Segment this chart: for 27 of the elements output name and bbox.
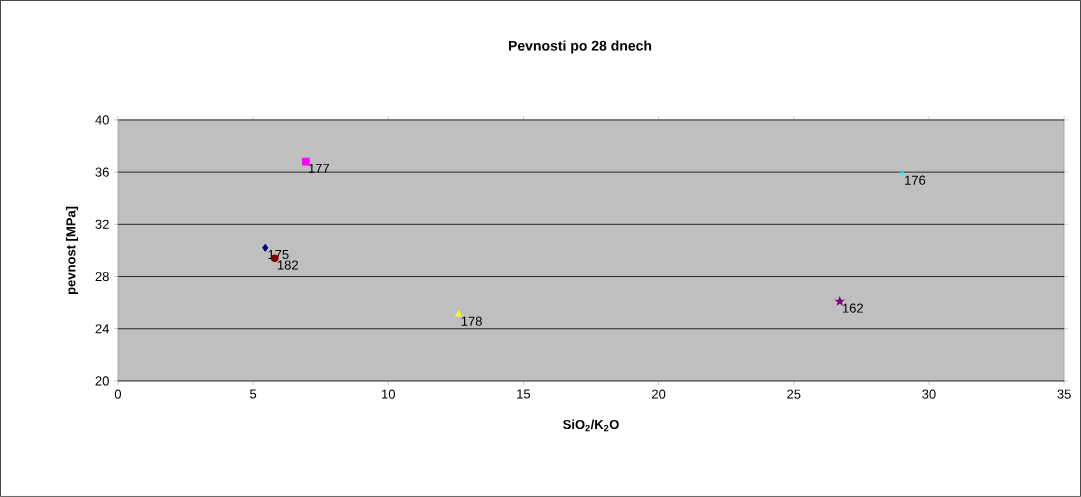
point bbox=[302, 157, 310, 166]
x-axis-title: SiO$_{2}$/K$_{2}$O bbox=[563, 419, 619, 432]
x-tick-label: 30 bbox=[922, 389, 936, 399]
point bbox=[262, 244, 269, 252]
chart-title: Pevnosti po 28 dnech bbox=[508, 40, 652, 54]
point bbox=[835, 296, 844, 306]
x-tick-label: 15 bbox=[517, 389, 531, 399]
point bbox=[455, 310, 462, 317]
x-tick-label: 10 bbox=[382, 389, 395, 399]
x-tick-label: 20 bbox=[652, 389, 666, 399]
y-tick-label: 32 bbox=[95, 219, 109, 229]
series-label: 162 bbox=[842, 303, 863, 313]
series-label: 177 bbox=[309, 163, 330, 173]
y-tick-label: 36 bbox=[95, 167, 109, 177]
series-label: 176 bbox=[905, 175, 926, 185]
x-tick-label: 0 bbox=[114, 389, 122, 399]
point bbox=[899, 170, 905, 177]
x-tick-label: 35 bbox=[1057, 389, 1071, 399]
y-tick-label: 20 bbox=[95, 376, 109, 386]
y-tick-label: 24 bbox=[95, 324, 110, 334]
y-tick-label: 40 bbox=[95, 115, 109, 125]
y-tick-label: 28 bbox=[95, 271, 109, 282]
x-tick-label: 5 bbox=[250, 389, 257, 399]
x-tick-label: 25 bbox=[787, 389, 801, 399]
y-axis-title: pevnost [MPa] bbox=[65, 206, 79, 295]
series-label: 182 bbox=[277, 260, 298, 270]
series-label: 178 bbox=[461, 316, 482, 326]
